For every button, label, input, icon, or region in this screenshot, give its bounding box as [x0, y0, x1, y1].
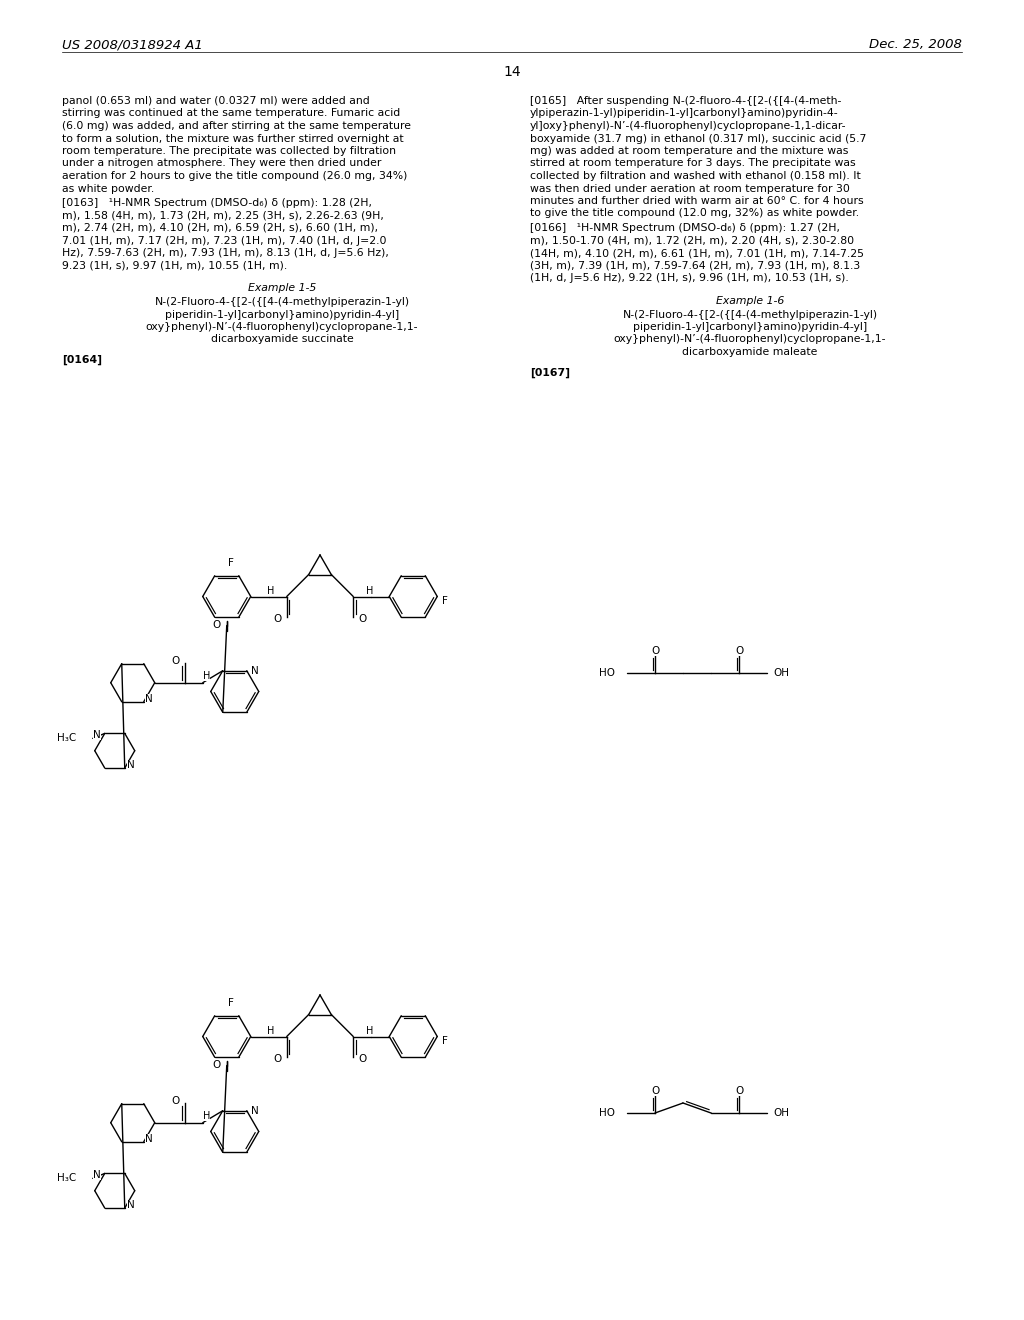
- Text: stirring was continued at the same temperature. Fumaric acid: stirring was continued at the same tempe…: [62, 108, 400, 119]
- Text: m), 1.50-1.70 (4H, m), 1.72 (2H, m), 2.20 (4H, s), 2.30-2.80: m), 1.50-1.70 (4H, m), 1.72 (2H, m), 2.2…: [530, 235, 854, 246]
- Text: stirred at room temperature for 3 days. The precipitate was: stirred at room temperature for 3 days. …: [530, 158, 856, 169]
- Text: [0167]: [0167]: [530, 367, 570, 378]
- Text: N: N: [127, 760, 134, 770]
- Text: piperidin-1-yl]carbonyl}amino)pyridin-4-yl]: piperidin-1-yl]carbonyl}amino)pyridin-4-…: [633, 322, 867, 333]
- Text: ylpiperazin-1-yl)piperidin-1-yl]carbonyl}amino)pyridin-4-: ylpiperazin-1-yl)piperidin-1-yl]carbonyl…: [530, 108, 839, 119]
- Text: room temperature. The precipitate was collected by filtration: room temperature. The precipitate was co…: [62, 147, 396, 156]
- Text: O: O: [172, 1096, 180, 1106]
- Text: O: O: [735, 1086, 743, 1096]
- Text: F: F: [227, 998, 233, 1008]
- Text: minutes and further dried with warm air at 60° C. for 4 hours: minutes and further dried with warm air …: [530, 195, 863, 206]
- Text: to give the title compound (12.0 mg, 32%) as white powder.: to give the title compound (12.0 mg, 32%…: [530, 209, 859, 219]
- Text: O: O: [172, 656, 180, 665]
- Text: [0166]   ¹H-NMR Spectrum (DMSO-d₆) δ (ppm): 1.27 (2H,: [0166] ¹H-NMR Spectrum (DMSO-d₆) δ (ppm)…: [530, 223, 840, 234]
- Text: O: O: [213, 1060, 221, 1071]
- Text: mg) was added at room temperature and the mixture was: mg) was added at room temperature and th…: [530, 147, 848, 156]
- Text: m), 1.58 (4H, m), 1.73 (2H, m), 2.25 (3H, s), 2.26-2.63 (9H,: m), 1.58 (4H, m), 1.73 (2H, m), 2.25 (3H…: [62, 210, 384, 220]
- Text: H: H: [366, 1026, 373, 1035]
- Text: N: N: [144, 694, 153, 704]
- Text: N: N: [93, 1171, 100, 1180]
- Text: dicarboxyamide maleate: dicarboxyamide maleate: [682, 347, 818, 356]
- Text: N: N: [144, 1134, 153, 1143]
- Text: oxy}phenyl)-N’-(4-fluorophenyl)cyclopropane-1,1-: oxy}phenyl)-N’-(4-fluorophenyl)cycloprop…: [145, 322, 418, 333]
- Text: H: H: [267, 586, 274, 595]
- Text: F: F: [442, 597, 449, 606]
- Text: O: O: [213, 620, 221, 630]
- Text: US 2008/0318924 A1: US 2008/0318924 A1: [62, 38, 203, 51]
- Text: OH: OH: [773, 1107, 790, 1118]
- Text: HO: HO: [599, 1107, 615, 1118]
- Text: O: O: [273, 1053, 282, 1064]
- Text: F: F: [227, 558, 233, 569]
- Text: [0164]: [0164]: [62, 355, 102, 366]
- Text: N: N: [127, 1200, 134, 1210]
- Text: 14: 14: [503, 65, 521, 79]
- Text: to form a solution, the mixture was further stirred overnight at: to form a solution, the mixture was furt…: [62, 133, 403, 144]
- Text: O: O: [358, 614, 367, 623]
- Text: was then dried under aeration at room temperature for 30: was then dried under aeration at room te…: [530, 183, 850, 194]
- Text: aeration for 2 hours to give the title compound (26.0 mg, 34%): aeration for 2 hours to give the title c…: [62, 172, 408, 181]
- Text: collected by filtration and washed with ethanol (0.158 ml). It: collected by filtration and washed with …: [530, 172, 861, 181]
- Text: panol (0.653 ml) and water (0.0327 ml) were added and: panol (0.653 ml) and water (0.0327 ml) w…: [62, 96, 370, 106]
- Text: N-(2-Fluoro-4-{[2-({[4-(4-methylpiperazin-1-yl): N-(2-Fluoro-4-{[2-({[4-(4-methylpiperazi…: [623, 309, 878, 319]
- Text: (14H, m), 4.10 (2H, m), 6.61 (1H, m), 7.01 (1H, m), 7.14-7.25: (14H, m), 4.10 (2H, m), 6.61 (1H, m), 7.…: [530, 248, 864, 257]
- Text: m), 2.74 (2H, m), 4.10 (2H, m), 6.59 (2H, s), 6.60 (1H, m),: m), 2.74 (2H, m), 4.10 (2H, m), 6.59 (2H…: [62, 223, 378, 234]
- Text: HO: HO: [599, 668, 615, 678]
- Text: (1H, d, J=5.6 Hz), 9.22 (1H, s), 9.96 (1H, m), 10.53 (1H, s).: (1H, d, J=5.6 Hz), 9.22 (1H, s), 9.96 (1…: [530, 273, 849, 282]
- Text: O: O: [651, 645, 659, 656]
- Text: 9.23 (1H, s), 9.97 (1H, m), 10.55 (1H, m).: 9.23 (1H, s), 9.97 (1H, m), 10.55 (1H, m…: [62, 260, 288, 271]
- Text: 7.01 (1H, m), 7.17 (2H, m), 7.23 (1H, m), 7.40 (1H, d, J=2.0: 7.01 (1H, m), 7.17 (2H, m), 7.23 (1H, m)…: [62, 235, 386, 246]
- Text: as white powder.: as white powder.: [62, 183, 155, 194]
- Text: yl]oxy}phenyl)-N’-(4-fluorophenyl)cyclopropane-1,1-dicar-: yl]oxy}phenyl)-N’-(4-fluorophenyl)cyclop…: [530, 121, 847, 131]
- Text: under a nitrogen atmosphere. They were then dried under: under a nitrogen atmosphere. They were t…: [62, 158, 381, 169]
- Text: N: N: [251, 665, 259, 676]
- Text: OH: OH: [773, 668, 790, 678]
- Text: H₃C: H₃C: [57, 734, 77, 743]
- Text: N-(2-Fluoro-4-{[2-({[4-(4-methylpiperazin-1-yl): N-(2-Fluoro-4-{[2-({[4-(4-methylpiperazi…: [155, 297, 410, 308]
- Text: Example 1-5: Example 1-5: [248, 282, 316, 293]
- Text: Hz), 7.59-7.63 (2H, m), 7.93 (1H, m), 8.13 (1H, d, J=5.6 Hz),: Hz), 7.59-7.63 (2H, m), 7.93 (1H, m), 8.…: [62, 248, 389, 257]
- Text: H: H: [366, 586, 373, 595]
- Text: O: O: [651, 1086, 659, 1096]
- Text: Dec. 25, 2008: Dec. 25, 2008: [869, 38, 962, 51]
- Text: piperidin-1-yl]carbonyl}amino)pyridin-4-yl]: piperidin-1-yl]carbonyl}amino)pyridin-4-…: [165, 309, 399, 319]
- Text: N: N: [93, 730, 100, 741]
- Text: N: N: [251, 1106, 259, 1115]
- Text: oxy}phenyl)-N’-(4-fluorophenyl)cyclopropane-1,1-: oxy}phenyl)-N’-(4-fluorophenyl)cycloprop…: [613, 334, 886, 345]
- Text: boxyamide (31.7 mg) in ethanol (0.317 ml), succinic acid (5.7: boxyamide (31.7 mg) in ethanol (0.317 ml…: [530, 133, 866, 144]
- Text: Example 1-6: Example 1-6: [716, 296, 784, 305]
- Text: (6.0 mg) was added, and after stirring at the same temperature: (6.0 mg) was added, and after stirring a…: [62, 121, 411, 131]
- Text: H: H: [203, 1110, 210, 1121]
- Text: H: H: [203, 671, 210, 681]
- Text: H₃C: H₃C: [57, 1173, 77, 1184]
- Text: H: H: [267, 1026, 274, 1035]
- Text: [0163]   ¹H-NMR Spectrum (DMSO-d₆) δ (ppm): 1.28 (2H,: [0163] ¹H-NMR Spectrum (DMSO-d₆) δ (ppm)…: [62, 198, 372, 209]
- Text: (3H, m), 7.39 (1H, m), 7.59-7.64 (2H, m), 7.93 (1H, m), 8.1.3: (3H, m), 7.39 (1H, m), 7.59-7.64 (2H, m)…: [530, 260, 860, 271]
- Text: [0165]   After suspending N-(2-fluoro-4-{[2-({[4-(4-meth-: [0165] After suspending N-(2-fluoro-4-{[…: [530, 96, 842, 106]
- Text: O: O: [358, 1053, 367, 1064]
- Text: O: O: [735, 645, 743, 656]
- Text: O: O: [273, 614, 282, 623]
- Text: F: F: [442, 1036, 449, 1047]
- Text: dicarboxyamide succinate: dicarboxyamide succinate: [211, 334, 353, 345]
